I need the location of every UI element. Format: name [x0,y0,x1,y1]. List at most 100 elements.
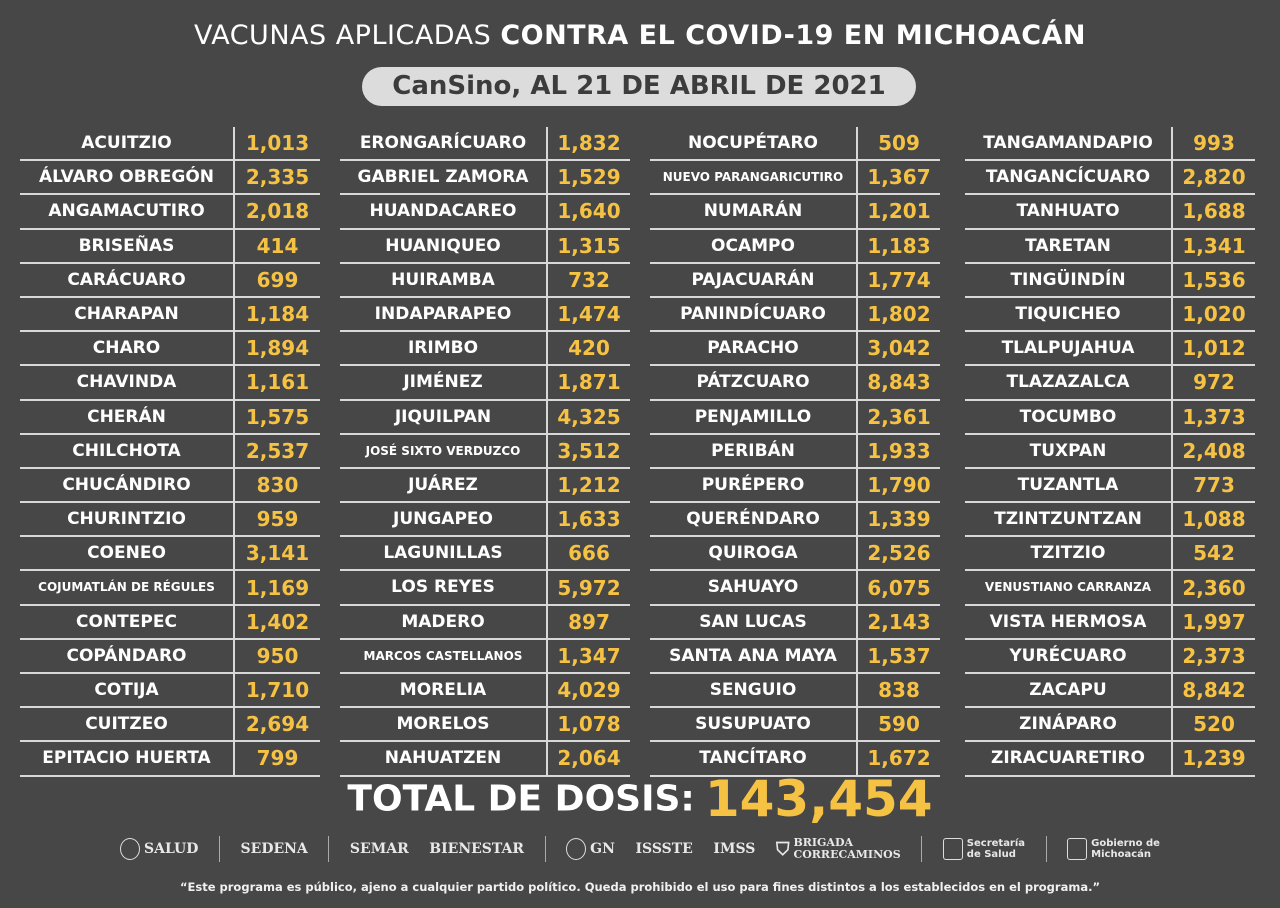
municipality-name: JOSÉ SIXTO VERDUZCO [340,434,548,467]
table-row: MARCOS CASTELLANOS 1,347 [340,639,630,674]
municipality-name: BRISEÑAS [20,229,235,262]
municipality-name: ÁLVARO OBREGÓN [20,161,235,194]
municipality-name: PÁTZCUARO [650,366,858,399]
table-row: CARÁCUARO 699 [20,263,320,298]
table-row: LAGUNILLAS 666 [340,537,630,572]
municipality-name: TLAZAZALCA [965,366,1173,399]
dose-count: 799 [256,746,299,771]
municipality-name: COJUMATLÁN DE RÉGULES [20,571,235,604]
municipality-name: HUIRAMBA [340,263,548,296]
dose-count: 972 [1193,370,1235,395]
dose-count: 2,360 [1182,575,1246,600]
table-row: VISTA HERMOSA 1,997 [965,605,1255,640]
dose-count: 3,141 [245,541,310,566]
table-row: JUÁREZ 1,212 [340,468,630,504]
dose-count: 2,064 [557,746,621,771]
dose-count: 1,373 [1182,404,1246,429]
table-row: ANGAMACUTIRO 2,018 [20,195,320,230]
municipality-name: CUITZEO [20,708,235,741]
table-row: TANGAMANDAPIO 993 [965,127,1255,162]
gn-text: GN [590,841,615,857]
table-row: CHUCÁNDIRO 830 [20,468,320,504]
dose-count: 1,871 [557,370,621,395]
municipality-name: CHUCÁNDIRO [20,468,235,502]
gobierno-michoacan-logo: Gobierno de Michoacán [1067,838,1160,860]
table-row: NOCUPÉTARO 509 [650,127,940,162]
dose-count: 1,367 [867,165,931,190]
table-row: TINGÜINDÍN 1,536 [965,263,1255,298]
municipality-name: CHARO [20,332,235,365]
table-row: CHAVINDA 1,161 [20,366,320,401]
municipality-name: TANGANCÍCUARO [965,161,1173,194]
divider [544,836,546,862]
dose-count: 1,894 [245,336,310,361]
bienestar-logo: BIENESTAR [429,841,524,857]
column-group: ACUITZIO 1,013 ÁLVARO OBREGÓN 2,335 ANGAMACU… [20,127,320,777]
municipality-name: CHAVINDA [20,366,235,399]
municipality-name: NOCUPÉTARO [650,127,858,160]
municipality-name: ACUITZIO [20,127,235,160]
municipality-name: HUANIQUEO [340,229,548,262]
table-row: ZINÁPARO 520 [965,708,1255,743]
dose-count: 1,933 [867,438,931,463]
table-row: PURÉPERO 1,790 [650,468,940,504]
municipality-name: SAN LUCAS [650,605,858,638]
salud-text: SALUD [144,841,199,857]
table-row: TLALPUJAHUA 1,012 [965,332,1255,367]
municipality-name: QUERÉNDARO [650,503,858,536]
secretaria-text: Secretaría [966,838,1026,849]
municipality-name: CARÁCUARO [20,263,235,296]
dose-count: 2,408 [1182,438,1246,463]
table-row: PERIBÁN 1,933 [650,434,940,469]
municipality-name: PANINDÍCUARO [650,297,858,331]
dose-count: 414 [256,233,299,258]
table-row: GABRIEL ZAMORA 1,529 [340,161,630,196]
municipality-name: OCAMPO [650,229,858,262]
table-row: OCAMPO 1,183 [650,229,940,264]
municipality-name: PARACHO [650,332,858,365]
table-row: COJUMATLÁN DE RÉGULES 1,169 [20,571,320,606]
municipality-name: NAHUATZEN [340,742,548,775]
dose-count: 2,373 [1182,643,1246,668]
dose-count: 1,239 [1182,746,1246,771]
table-row: NAHUATZEN 2,064 [340,742,630,777]
table-row: QUIROGA 2,526 [650,537,940,572]
table-row: PANINDÍCUARO 1,802 [650,297,940,333]
table-row: SANTA ANA MAYA 1,537 [650,639,940,674]
municipality-name: TUXPAN [965,434,1173,467]
table-row: EPITACIO HUERTA 799 [20,742,320,777]
total-value: 143,454 [704,770,933,828]
dose-count: 3,042 [867,336,931,361]
title-light: VACUNAS APLICADAS [193,20,501,51]
table-row: MORELIA 4,029 [340,674,630,709]
municipality-name: ANGAMACUTIRO [20,195,235,228]
table-row: ZACAPU 8,842 [965,674,1255,709]
dose-count: 993 [1193,131,1235,156]
dose-count: 1,341 [1182,233,1246,258]
disclaimer: “Este programa es público, ajeno a cualq… [179,880,1101,894]
divider [328,836,330,862]
dose-count: 732 [568,267,610,292]
table-row: JOSÉ SIXTO VERDUZCO 3,512 [340,434,630,469]
dose-count: 8,842 [1182,678,1246,703]
dose-count: 959 [256,507,299,532]
salud-logo: SALUD [120,838,198,860]
divider [218,836,220,862]
municipality-name: PURÉPERO [650,468,858,502]
gobierno-text: Gobierno de [1091,838,1160,849]
dose-count: 1,536 [1182,267,1246,292]
dose-count: 1,402 [245,609,310,634]
municipality-name: CHARAPAN [20,297,235,331]
table-row: BRISEÑAS 414 [20,229,320,264]
dose-count: 2,537 [245,438,310,463]
municipality-name: PAJACUARÁN [650,263,858,296]
table-row: MORELOS 1,078 [340,708,630,743]
semar-text: SEMAR [349,841,409,857]
municipality-name: TANGAMANDAPIO [965,127,1173,160]
dose-count: 1,997 [1182,609,1246,634]
dose-count: 2,694 [245,712,310,737]
table-row: JIMÉNEZ 1,871 [340,366,630,401]
semar-logo: SEMAR [350,841,409,857]
dose-count: 1,184 [245,302,310,327]
michoacan-text: Michoacán [1091,849,1152,860]
